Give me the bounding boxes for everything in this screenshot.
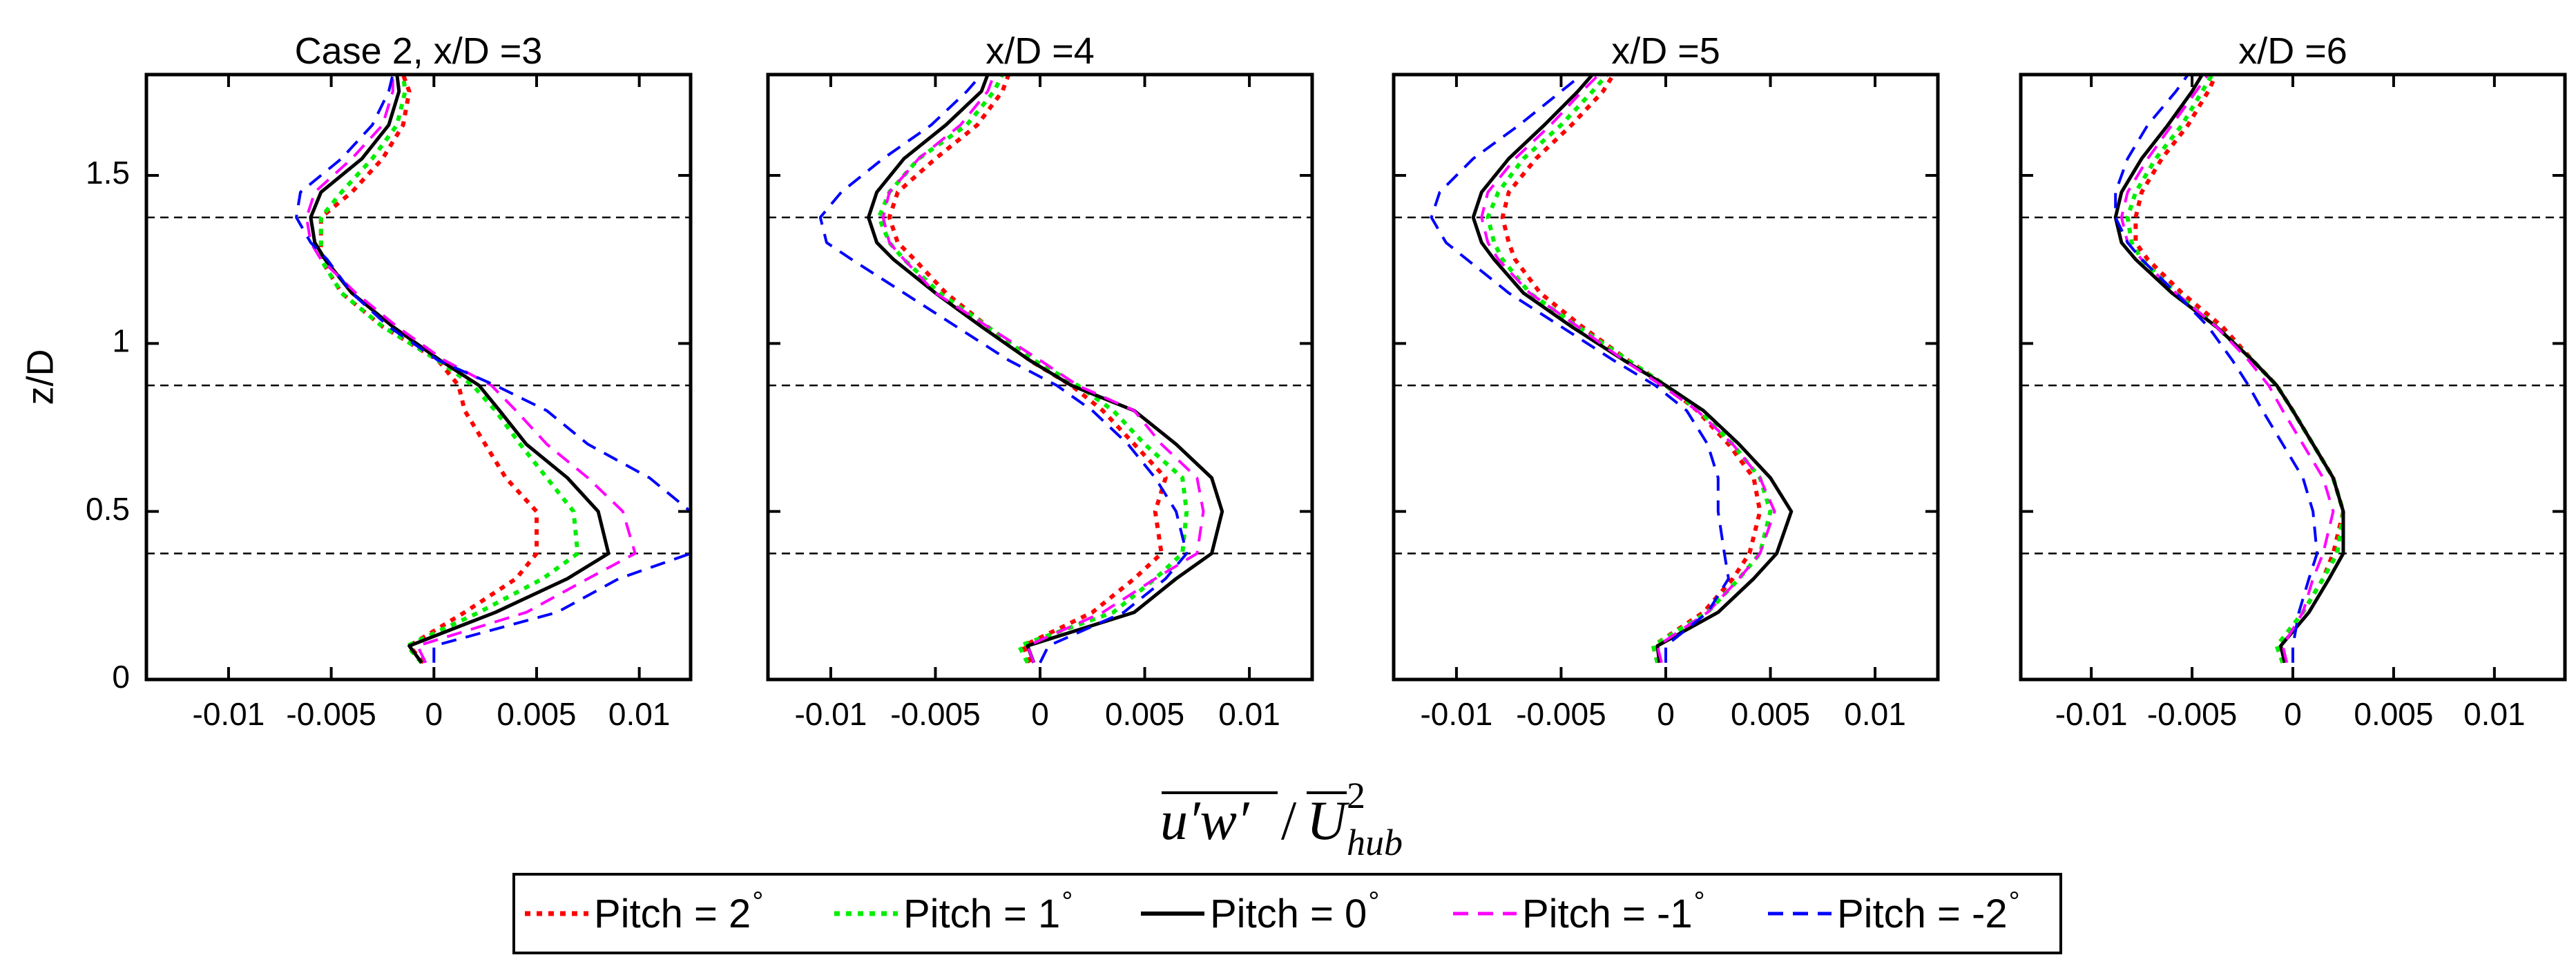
series-line-pitch1 <box>2125 75 2345 664</box>
series-line-pitch-2 <box>2114 75 2318 663</box>
x-tick-label: 0 <box>1031 696 1049 732</box>
x-axis-label: u′w′ / U 2 hub <box>1160 775 1403 863</box>
axes-frame <box>144 73 693 682</box>
y-tick-label: 1 <box>112 322 130 358</box>
legend-degree-symbol: ° <box>1061 887 1073 917</box>
legend-entry-2: Pitch = 1 ° <box>834 887 1073 936</box>
panel-title: x/D =6 <box>2238 30 2347 72</box>
panel-3: -0.01 -0.005 0 0.005 0.01 x/D =5 <box>1392 30 1940 732</box>
y-tick-label: 0 <box>112 659 130 695</box>
x-tick-label: -0.01 <box>1420 696 1492 732</box>
panel-4: -0.01 -0.005 0 0.005 0.01 x/D =6 <box>2019 30 2567 732</box>
series-line-pitch2 <box>2133 75 2345 664</box>
y-tick-label: 0.5 <box>86 491 130 527</box>
y-tick-label: 1.5 <box>86 155 130 191</box>
legend-entry-5: Pitch = -2 ° <box>1768 887 2020 936</box>
axes-frame <box>2019 73 2567 682</box>
series-line-pitch2 <box>318 75 539 664</box>
series-line-pitch-1 <box>305 75 637 664</box>
series-line-pitch-2 <box>295 75 691 663</box>
legend-label: Pitch = -1 <box>1522 891 1693 936</box>
legend-degree-symbol: ° <box>1368 887 1379 917</box>
legend-box <box>512 873 2062 954</box>
series-line-pitch2 <box>887 75 1168 664</box>
legend-label: Pitch = -2 <box>1837 891 2008 936</box>
panel-title: Case 2, x/D =3 <box>295 30 543 72</box>
axes-frame <box>1392 73 1940 682</box>
x-tick-label: -0.01 <box>794 696 867 732</box>
x-tick-label: 0 <box>2284 696 2302 732</box>
series-line-pitch0 <box>2113 75 2345 664</box>
legend-entry-1: Pitch = 2 ° <box>525 887 763 936</box>
legend-label: Pitch = 1 <box>903 891 1060 936</box>
panel-title: x/D =5 <box>1611 30 1720 72</box>
legend-entry-4: Pitch = -1 ° <box>1453 887 1705 936</box>
panel-title: x/D =4 <box>986 30 1095 72</box>
x-tick-label: 0.005 <box>2354 696 2433 732</box>
legend-degree-symbol: ° <box>2009 887 2020 917</box>
x-axis-label-slash: / <box>1281 791 1297 851</box>
panel-2: -0.01 -0.005 0 0.005 0.01 x/D =4 <box>766 30 1314 732</box>
x-tick-label: 0.01 <box>2463 696 2526 732</box>
series-line-pitch-2 <box>818 75 1189 664</box>
x-tick-label: -0.01 <box>2055 696 2128 732</box>
series-line-pitch0 <box>867 75 1224 664</box>
series-line-pitch-1 <box>2120 75 2335 664</box>
x-tick-label: 0.01 <box>1218 696 1280 732</box>
series-line-pitch2 <box>1500 75 1762 664</box>
x-tick-label: 0.005 <box>1105 696 1184 732</box>
series-line-pitch-2 <box>1430 75 1730 663</box>
x-tick-label: -0.005 <box>890 696 980 732</box>
x-tick-label: 0 <box>1657 696 1675 732</box>
x-tick-label: 0.005 <box>1731 696 1810 732</box>
legend-degree-symbol: ° <box>1694 887 1705 917</box>
panel-1: -0.01 -0.005 0 0.005 0.01 0 0.5 1 1.5 Case 2, x/D… <box>86 30 693 732</box>
x-tick-label: 0 <box>425 696 443 732</box>
series-line-pitch-1 <box>881 75 1205 664</box>
x-axis-label-numerator: u′w′ <box>1160 791 1250 851</box>
x-axis-label-superscript: 2 <box>1347 775 1365 816</box>
x-tick-label: 0.01 <box>608 696 671 732</box>
x-tick-label: -0.005 <box>2147 696 2237 732</box>
legend: Pitch = 2 ° Pitch = 1 ° Pitch = 0 ° Pitch = -1… <box>512 873 2062 954</box>
series-line-pitch-1 <box>1480 75 1776 664</box>
x-axis-label-denominator: U <box>1307 791 1350 851</box>
legend-label: Pitch = 2 <box>594 891 751 936</box>
x-tick-label: -0.005 <box>1516 696 1606 732</box>
legend-degree-symbol: ° <box>752 887 763 917</box>
x-tick-label: -0.005 <box>286 696 376 732</box>
x-axis-label-subscript: hub <box>1347 822 1403 863</box>
x-tick-label: 0.01 <box>1844 696 1906 732</box>
x-tick-label: 0.005 <box>497 696 576 732</box>
series-line-pitch0 <box>1471 75 1794 664</box>
x-tick-label: -0.01 <box>193 696 265 732</box>
y-axis-label: z/D <box>19 349 61 405</box>
legend-label: Pitch = 0 <box>1210 891 1367 936</box>
legend-entry-3: Pitch = 0 ° <box>1141 887 1379 936</box>
